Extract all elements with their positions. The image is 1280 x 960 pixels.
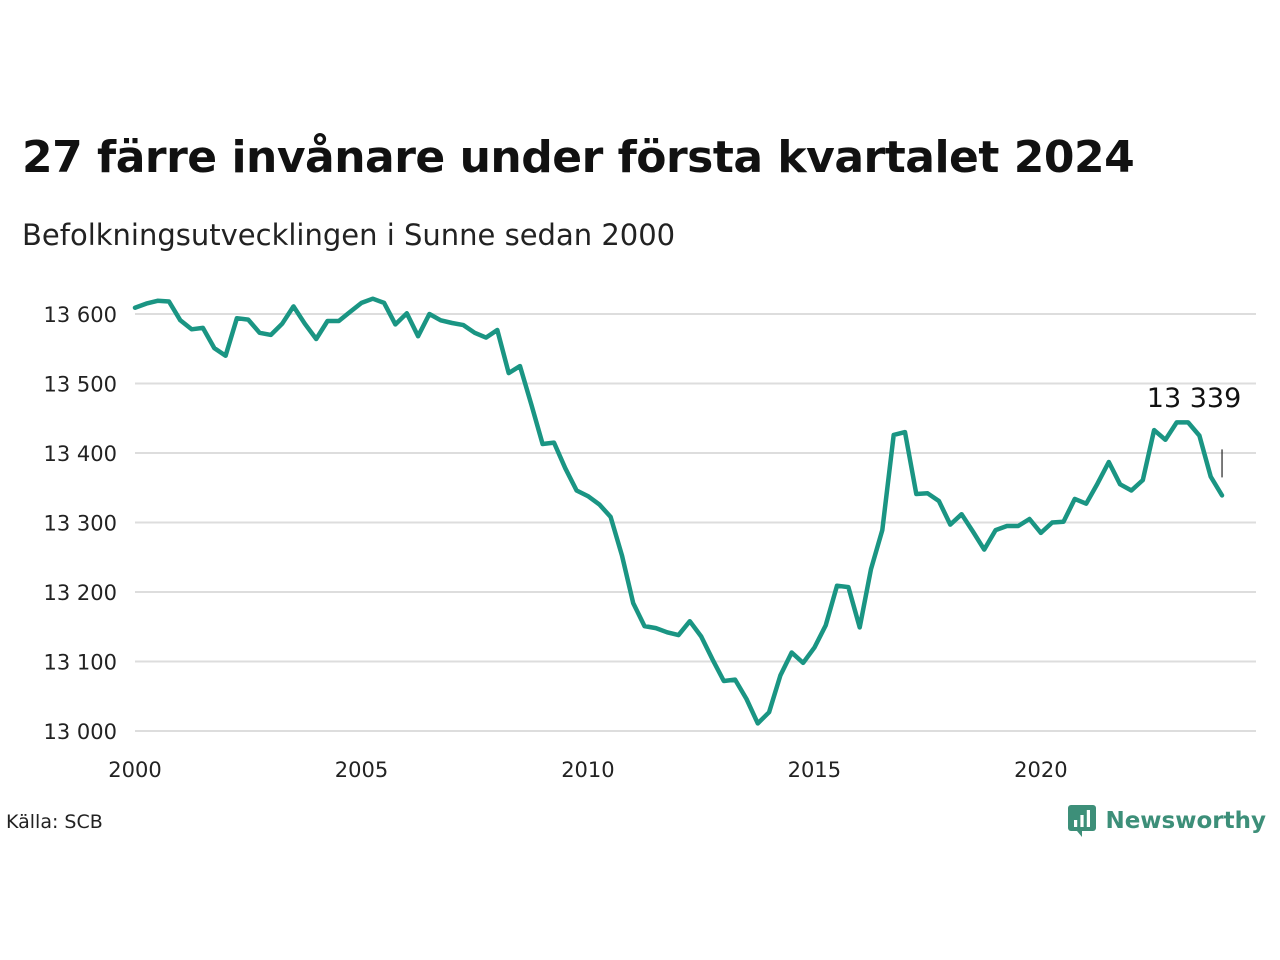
population-series-line [132,296,1225,726]
chart-title: 27 färre invånare under första kvartalet… [22,132,1135,183]
bar-chart-speech-bubble-icon [1068,805,1097,837]
y-tick-label: 13 200 [44,581,117,605]
y-tick-label: 13 300 [44,512,117,536]
line-chart: 13 000 13 100 13 200 13 300 13 400 13 500 13 6… [44,296,1256,782]
x-tick-label: 2000 [108,758,161,782]
chart-subtitle: Befolkningsutvecklingen i Sunne sedan 20… [22,218,676,252]
brand-name: Newsworthy [1105,808,1266,834]
y-tick-label: 13 600 [44,303,117,327]
grid-lines [135,313,1256,732]
y-tick-label: 13 400 [44,442,117,466]
x-axis-ticks: 2000 2005 2010 2015 2020 [108,758,1067,782]
x-tick-label: 2015 [788,758,841,782]
x-tick-label: 2020 [1014,758,1067,782]
y-axis-ticks: 13 000 13 100 13 200 13 300 13 400 13 500 13 6… [44,303,117,744]
y-tick-label: 13 100 [44,651,117,675]
annotation-last-value-label: 13 339 [1147,383,1241,414]
x-tick-label: 2010 [561,758,614,782]
y-tick-label: 13 000 [44,720,117,744]
brand-logo: Newsworthy [1067,804,1266,838]
source-note: Källa: SCB [6,811,103,833]
y-tick-label: 13 500 [44,373,117,397]
x-tick-label: 2005 [335,758,388,782]
